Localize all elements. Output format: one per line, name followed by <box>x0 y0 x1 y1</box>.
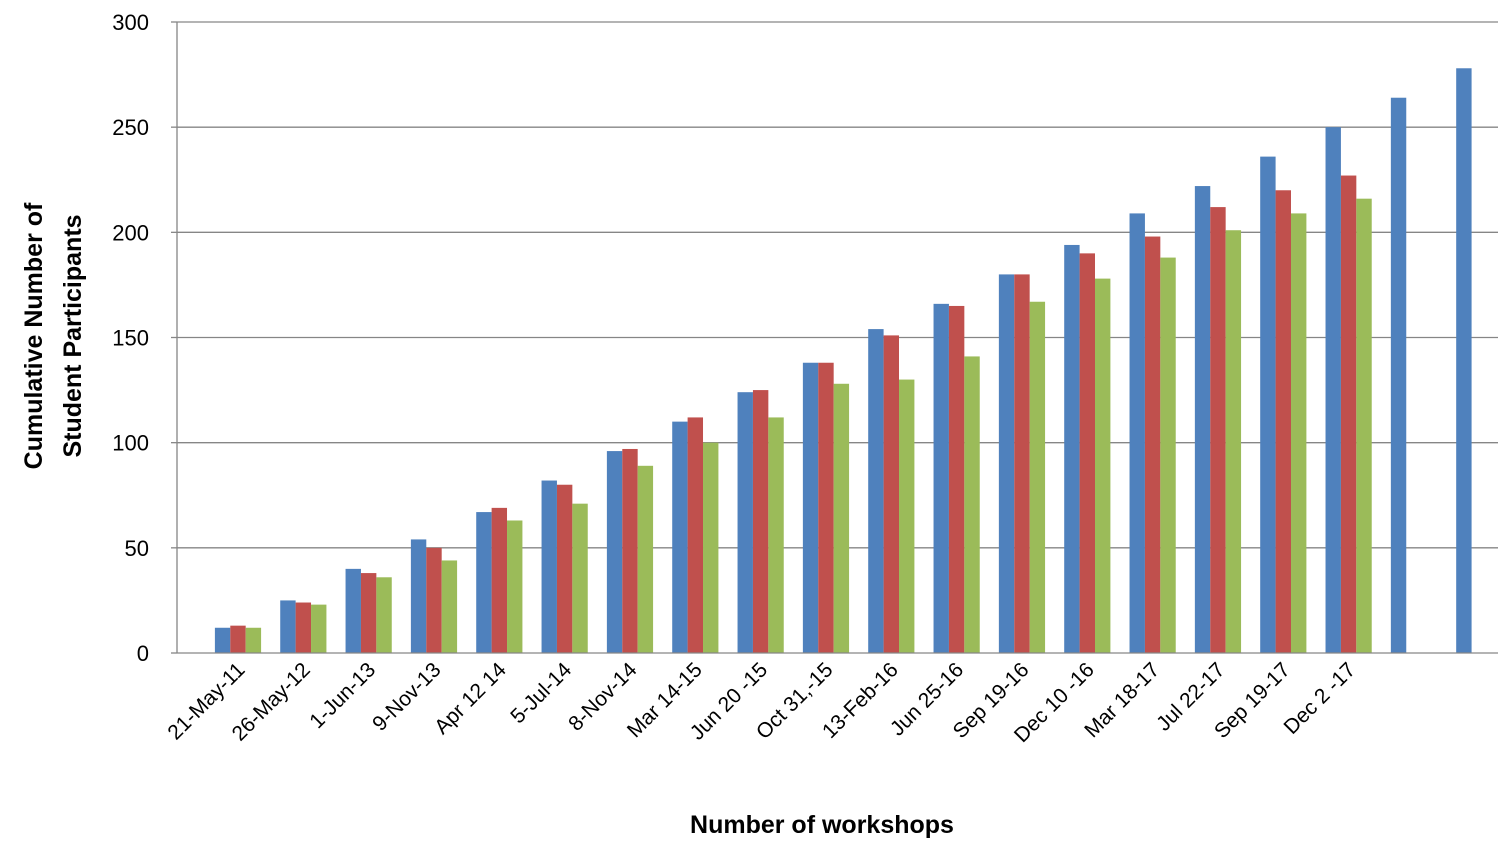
y-tick-label: 200 <box>112 220 149 245</box>
bar-series-2 <box>230 625 246 653</box>
bar-series-2 <box>1275 190 1291 653</box>
bar-series-3 <box>507 520 523 653</box>
bar-series-2 <box>556 484 573 653</box>
bar-series-2 <box>883 335 900 653</box>
bar-series-1 <box>280 600 296 653</box>
bar-series-1 <box>933 303 949 653</box>
bar-series-1 <box>214 627 231 653</box>
x-axis-title: Number of workshops <box>690 811 954 839</box>
bar-series-2 <box>622 448 638 653</box>
bar-series-1 <box>1260 156 1276 653</box>
bar-series-3 <box>1160 257 1176 653</box>
bar-series-3 <box>245 627 262 653</box>
bar-series-3 <box>964 356 980 653</box>
y-axis-title-line-1: Cumulative Number of <box>20 202 48 469</box>
bar-series-3 <box>703 442 719 653</box>
bar-series-2 <box>426 547 442 653</box>
y-tick-label: 100 <box>112 431 149 456</box>
y-axis-title-line-2: Student Participants <box>59 214 87 457</box>
bar-series-2 <box>752 390 769 653</box>
y-tick-labels: 0 50 100 150 200 250 300 <box>112 10 149 666</box>
bar-series-2 <box>1340 175 1357 653</box>
bar-series-2 <box>948 305 965 653</box>
bar-series-1 <box>476 512 492 653</box>
bar-series-2 <box>818 362 834 653</box>
y-tick-label: 300 <box>112 10 149 35</box>
bar-series-3 <box>1094 278 1111 653</box>
bar-series-1 <box>737 392 753 653</box>
bar-series-2 <box>491 507 508 653</box>
bar-series-1 <box>1325 127 1341 653</box>
bar-series-2 <box>687 417 704 653</box>
y-tick-label: 150 <box>112 326 149 351</box>
bar-series-3 <box>833 383 850 653</box>
bar-series-2 <box>1014 274 1030 653</box>
bar-series-3 <box>441 560 458 653</box>
bar-series-1 <box>1456 68 1472 654</box>
bar-series-1 <box>345 568 361 653</box>
y-tick-label: 50 <box>125 536 149 561</box>
bar-series-1 <box>1194 186 1211 653</box>
x-tick-label: Apr 12 14 <box>430 658 511 739</box>
axes <box>171 21 1498 654</box>
bar-series-2 <box>1210 207 1226 654</box>
bar-series-1 <box>1129 213 1145 654</box>
bar-series-2 <box>295 602 312 653</box>
bar-series-3 <box>1290 213 1307 654</box>
bar-series-3 <box>637 465 654 653</box>
bar-series-1 <box>998 274 1015 653</box>
bar-series-1 <box>672 421 688 653</box>
x-tick-label: 1-Jun-13 <box>305 658 380 733</box>
bar-series-3 <box>572 503 588 653</box>
bar-series-2 <box>1079 253 1095 653</box>
bar-series-3 <box>768 417 784 653</box>
y-tick-label: 0 <box>137 641 149 666</box>
y-tick-label: 250 <box>112 115 149 140</box>
bar-series-2 <box>360 573 377 653</box>
bar-series-3 <box>1225 230 1242 654</box>
bar-series-1 <box>541 480 557 653</box>
bar-series-1 <box>1064 244 1080 653</box>
bar-series-1 <box>606 451 623 653</box>
bar-series-3 <box>1356 198 1372 653</box>
bar-series-2 <box>1144 236 1161 654</box>
bar-series-3 <box>311 604 327 653</box>
bar-series-1 <box>1390 97 1407 654</box>
bar-series-3 <box>1029 301 1046 653</box>
bar-series-3 <box>899 379 915 653</box>
bar-series-3 <box>376 577 392 653</box>
x-tick-label: Dec 2 -17 <box>1280 658 1361 739</box>
bar-series-1 <box>868 329 884 653</box>
bars <box>214 68 1472 654</box>
bar-series-1 <box>410 539 427 653</box>
bar-series-1 <box>802 362 819 653</box>
